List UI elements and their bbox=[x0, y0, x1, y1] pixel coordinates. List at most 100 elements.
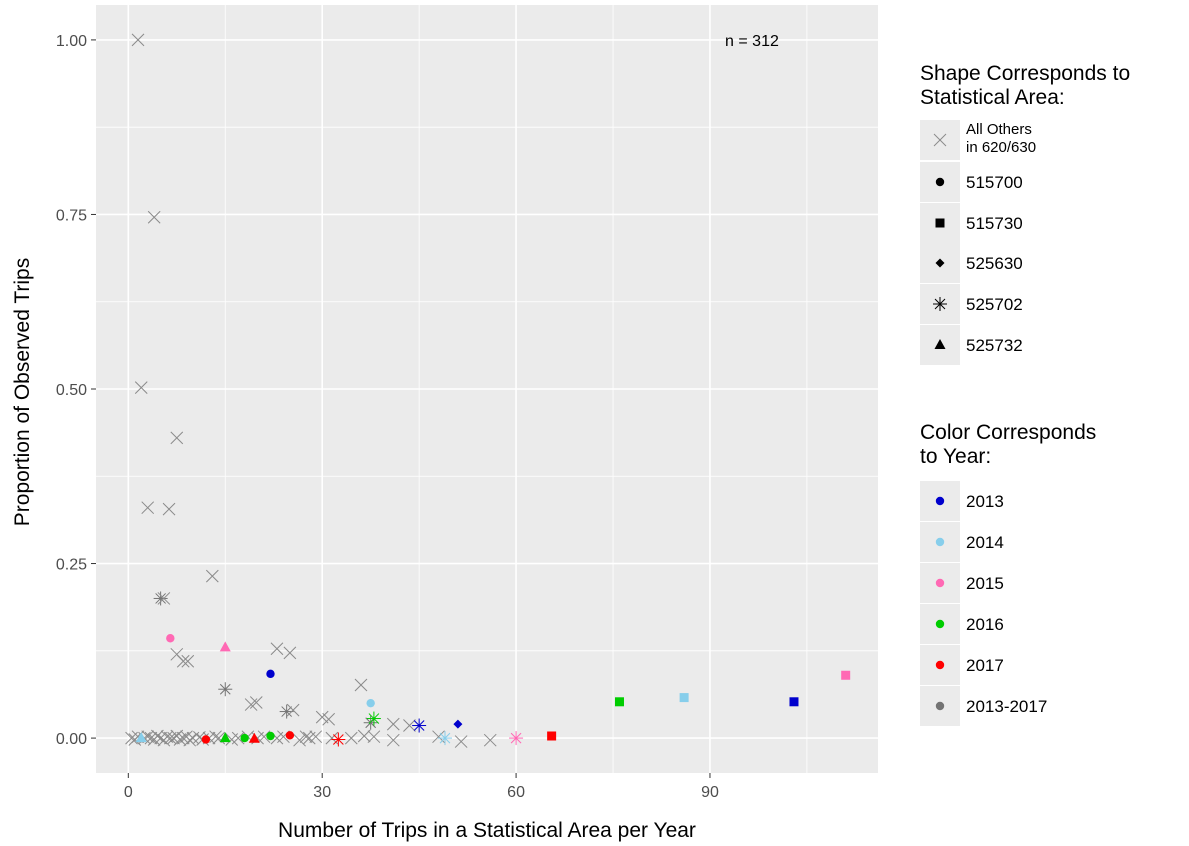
color-legend-title: to Year: bbox=[920, 445, 991, 468]
data-point bbox=[437, 731, 452, 746]
shape-legend-key-525630 bbox=[935, 258, 945, 268]
data-point bbox=[789, 697, 799, 707]
data-point bbox=[134, 381, 148, 394]
data-point bbox=[354, 678, 368, 692]
shape-legend-key-515700 bbox=[935, 177, 945, 187]
data-point bbox=[283, 646, 297, 660]
data-point bbox=[166, 634, 175, 643]
shape-legend-key-515730 bbox=[935, 218, 945, 228]
data-point bbox=[218, 682, 233, 697]
x-axis-title: Number of Trips in a Statistical Area pe… bbox=[278, 819, 696, 842]
data-point bbox=[157, 592, 171, 605]
data-point bbox=[249, 696, 263, 709]
data-point bbox=[135, 732, 147, 743]
axes: 0 30 60 90 0.00 0.25 0.50 0.75 1.00 bbox=[56, 33, 719, 801]
data-point bbox=[285, 731, 295, 740]
data-point bbox=[153, 591, 168, 606]
data-point bbox=[125, 731, 138, 745]
data-point bbox=[183, 733, 197, 747]
data-point bbox=[299, 730, 313, 744]
data-point bbox=[322, 712, 336, 726]
color-legend-label: 2013-2017 bbox=[966, 697, 1047, 716]
color-legend-label: 2013 bbox=[966, 492, 1004, 511]
data-point bbox=[151, 729, 164, 743]
data-point bbox=[509, 731, 524, 746]
data-point bbox=[412, 718, 427, 733]
data-point bbox=[240, 733, 249, 743]
shape-legend-label: All Others bbox=[966, 121, 1032, 138]
data-point bbox=[141, 501, 155, 515]
data-point bbox=[614, 697, 624, 707]
data-point bbox=[366, 698, 375, 708]
grid-lines bbox=[96, 5, 878, 773]
color-legend-key-2014 bbox=[935, 537, 945, 547]
data-point bbox=[131, 33, 145, 47]
shape-legend-key-525702 bbox=[933, 297, 947, 311]
data-point bbox=[679, 693, 689, 703]
data-point bbox=[201, 735, 211, 744]
sample-size-annotation: n = 312 bbox=[725, 33, 779, 50]
color-legend-title: Color Corresponds bbox=[920, 421, 1096, 444]
data-point bbox=[367, 730, 381, 744]
data-point bbox=[841, 670, 851, 680]
data-point bbox=[363, 715, 378, 730]
data-point bbox=[453, 719, 463, 729]
data-point bbox=[205, 569, 219, 583]
shape-legend-title: Shape Corresponds to bbox=[920, 62, 1130, 85]
data-point bbox=[286, 703, 300, 717]
data-point bbox=[266, 669, 275, 679]
data-point bbox=[147, 210, 161, 224]
data-point bbox=[128, 733, 142, 746]
y-tick-label: 0.75 bbox=[56, 207, 87, 224]
data-point bbox=[403, 719, 416, 732]
data-point bbox=[357, 729, 371, 743]
data-point bbox=[244, 698, 258, 711]
data-point bbox=[279, 704, 294, 719]
shape-legend-key-525732 bbox=[934, 339, 946, 349]
data-points bbox=[125, 33, 851, 748]
data-point bbox=[266, 731, 275, 741]
data-point bbox=[454, 735, 468, 748]
color-legend-label: 2015 bbox=[966, 574, 1004, 593]
y-axis-title: Proportion of Observed Trips bbox=[11, 258, 34, 526]
color-legend-key-2013 bbox=[935, 496, 945, 506]
data-point bbox=[386, 717, 400, 731]
color-legend-key-2017 bbox=[935, 660, 945, 670]
shape-legend-label: 515730 bbox=[966, 214, 1023, 233]
data-point bbox=[366, 711, 381, 726]
x-tick-label: 90 bbox=[701, 784, 719, 801]
data-point bbox=[162, 502, 176, 516]
color-legend-label: 2014 bbox=[966, 533, 1004, 552]
data-point bbox=[309, 730, 323, 744]
shape-legend-label: 515700 bbox=[966, 173, 1023, 192]
shape-legend-label: in 620/630 bbox=[966, 139, 1036, 156]
data-point bbox=[293, 733, 306, 747]
y-tick-label: 0.50 bbox=[56, 382, 87, 399]
color-legend-key-2015 bbox=[935, 578, 945, 588]
y-tick-label: 1.00 bbox=[56, 33, 87, 50]
data-point bbox=[219, 732, 231, 743]
x-tick-label: 0 bbox=[124, 784, 133, 801]
shape-legend-title: Statistical Area: bbox=[920, 86, 1065, 109]
x-tick-label: 30 bbox=[313, 784, 331, 801]
color-legend-key-2013-2017 bbox=[935, 701, 945, 711]
shape-legend-label: 525702 bbox=[966, 295, 1023, 314]
color-legend-key-2016 bbox=[935, 619, 945, 629]
y-tick-label: 0.25 bbox=[56, 557, 87, 574]
shape-legend-key-others bbox=[933, 133, 947, 147]
color-legend-label: 2016 bbox=[966, 615, 1004, 634]
data-point bbox=[225, 733, 239, 746]
data-point bbox=[170, 431, 184, 445]
data-point bbox=[331, 732, 346, 747]
y-tick-label: 0.00 bbox=[56, 731, 87, 748]
data-point bbox=[344, 731, 358, 745]
data-point bbox=[181, 654, 195, 668]
color-legend-label: 2017 bbox=[966, 656, 1004, 675]
data-point bbox=[386, 733, 400, 747]
shape-legend-label: 525630 bbox=[966, 254, 1023, 273]
data-point bbox=[176, 654, 190, 668]
data-point bbox=[219, 641, 231, 652]
